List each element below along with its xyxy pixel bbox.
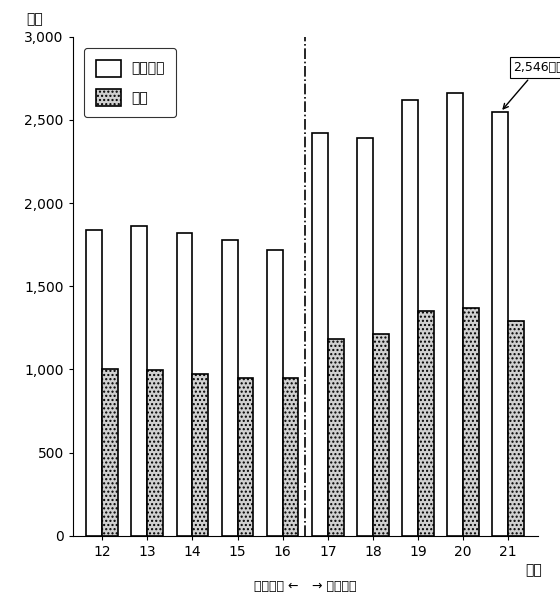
Bar: [132, 227, 147, 536]
Text: → 新浜松市: → 新浜松市: [312, 580, 357, 593]
Bar: [492, 112, 508, 536]
Bar: [373, 334, 389, 536]
Bar: [102, 370, 118, 536]
Bar: [222, 239, 237, 536]
Bar: [147, 370, 163, 536]
Text: 年度: 年度: [525, 563, 542, 577]
Text: 億円: 億円: [26, 13, 43, 27]
Text: 旧浜松市 ←: 旧浜松市 ←: [254, 580, 298, 593]
Bar: [418, 311, 434, 536]
Bar: [357, 138, 373, 536]
Bar: [237, 378, 253, 536]
Text: 2,546億円: 2,546億円: [503, 61, 560, 109]
Bar: [328, 339, 343, 536]
Bar: [283, 378, 298, 536]
Bar: [463, 308, 479, 536]
Bar: [402, 100, 418, 536]
Bar: [193, 374, 208, 536]
Bar: [176, 233, 193, 536]
Legend: 歳入総額, 市税: 歳入総額, 市税: [85, 49, 176, 117]
Bar: [86, 230, 102, 536]
Bar: [508, 321, 524, 536]
Bar: [447, 93, 463, 536]
Bar: [312, 133, 328, 536]
Bar: [267, 250, 283, 536]
